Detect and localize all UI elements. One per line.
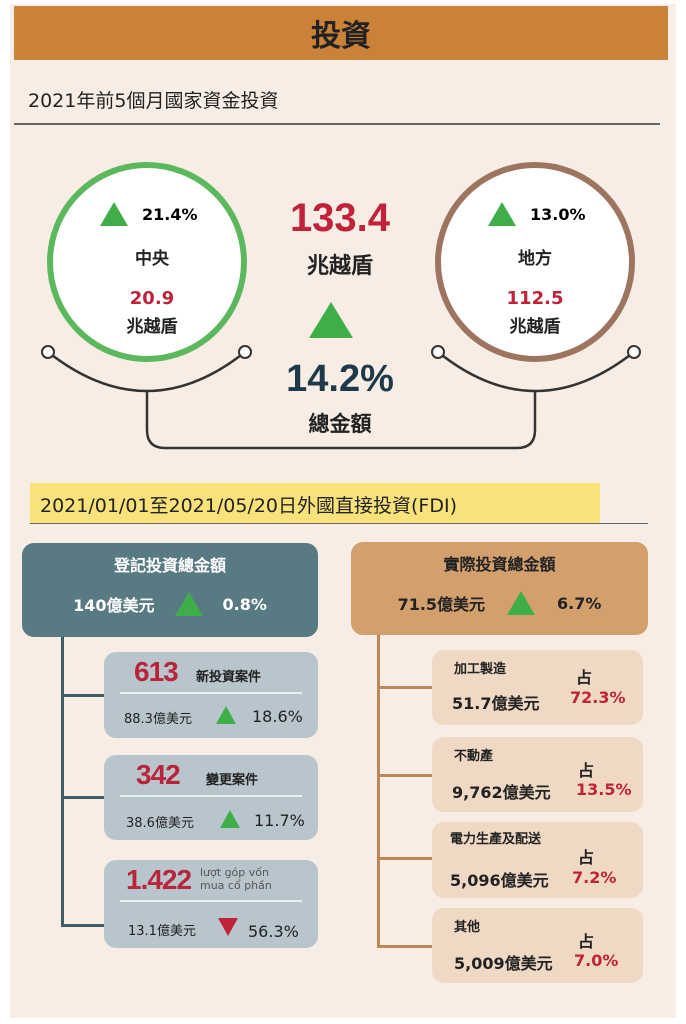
local-value: 112.5 (506, 288, 564, 309)
tree-branch (377, 857, 433, 860)
registered-amount: 140億美元 (73, 596, 155, 615)
registered-label: 登記投資總金額 (113, 556, 226, 575)
tree-line (61, 636, 64, 926)
sector-label: 電力生產及配送 (450, 832, 542, 847)
sector-share: 7.0% (574, 951, 619, 970)
sector-amount: 5,096億美元 (450, 871, 549, 890)
item-amount: 38.6億美元 (126, 816, 194, 831)
central-ring (47, 162, 247, 362)
actual-label: 實際投資總金額 (443, 555, 556, 574)
actual-amount: 71.5億美元 (397, 595, 486, 614)
tree-line (377, 634, 380, 947)
section-subtitle: 2021年前5個月國家資金投資 (28, 90, 279, 112)
bottom-connector (145, 392, 537, 450)
registered-item-card: 342 變更案件 38.6億美元 11.7% (104, 755, 318, 840)
sector-label: 加工製造 (454, 662, 507, 677)
item-count: 342 (136, 759, 181, 790)
total-value: 133.4 (289, 196, 391, 240)
up-arrow-icon (220, 810, 240, 828)
up-arrow-icon (100, 202, 128, 226)
total-label: 總金額 (308, 412, 372, 436)
local-label: 地方 (518, 249, 552, 269)
item-change: 18.6% (252, 707, 303, 726)
local-ring (435, 162, 635, 362)
actual-total-card: 實際投資總金額 71.5億美元 6.7% (351, 542, 648, 635)
sector-share: 7.2% (572, 868, 617, 887)
page-title: 投資 (14, 6, 668, 60)
registered-item-card: 1.422 lượt góp vốn mua cổ phần 13.1億美元 5… (104, 860, 318, 948)
local-arc (437, 351, 635, 393)
sector-card: 電力生產及配送 5,096億美元 占 7.2% (432, 822, 643, 898)
tree-branch (61, 796, 105, 799)
sector-card: 不動產 9,762億美元 占 13.5% (432, 737, 643, 812)
up-arrow-icon (174, 592, 203, 616)
central-change: 21.4% (100, 202, 198, 226)
item-label: lượt góp vốn mua cổ phần (200, 866, 272, 892)
tree-branch (377, 686, 433, 689)
central-unit: 兆越盾 (126, 317, 178, 337)
tree-branch (377, 945, 433, 948)
up-arrow-icon (309, 302, 353, 338)
local-unit: 兆越盾 (509, 317, 561, 337)
share-label: 占 (578, 932, 595, 951)
item-label: 新投資案件 (196, 670, 262, 685)
tree-branch (377, 774, 433, 777)
item-amount: 13.1億美元 (128, 924, 196, 939)
sector-amount: 9,762億美元 (452, 783, 551, 802)
item-count: 613 (134, 656, 179, 687)
sector-label: 其他 (454, 920, 481, 935)
down-arrow-icon (218, 918, 238, 936)
sector-card: 加工製造 51.7億美元 占 72.3% (432, 650, 643, 725)
item-label: 變更案件 (206, 773, 259, 788)
tree-branch (61, 924, 105, 927)
total-unit: 兆越盾 (306, 254, 373, 279)
divider (30, 523, 648, 524)
item-amount: 88.3億美元 (124, 712, 192, 727)
registered-change: 0.8% (222, 594, 267, 614)
registered-item-card: 613 新投資案件 88.3億美元 18.6% (104, 652, 318, 738)
item-count: 1.422 (126, 864, 192, 895)
sector-amount: 5,009億美元 (454, 954, 553, 973)
central-value: 20.9 (129, 288, 175, 309)
divider (14, 123, 660, 125)
sector-share: 72.3% (570, 688, 626, 707)
sector-card: 其他 5,009億美元 占 7.0% (432, 908, 643, 983)
item-change: 56.3% (248, 922, 299, 941)
share-label: 占 (578, 848, 595, 867)
central-label: 中央 (135, 249, 169, 269)
tree-branch (61, 694, 105, 697)
sector-label: 不動產 (454, 749, 494, 764)
up-arrow-icon (507, 591, 536, 615)
registered-total-card: 登記投資總金額 140億美元 0.8% (22, 543, 318, 637)
sector-amount: 51.7億美元 (452, 694, 540, 713)
central-arc (47, 351, 246, 393)
local-change: 13.0% (488, 202, 586, 226)
total-change: 14.2% (286, 358, 394, 400)
item-change: 11.7% (254, 811, 305, 830)
actual-change: 6.7% (557, 593, 602, 613)
up-arrow-icon (216, 706, 236, 724)
up-arrow-icon (488, 202, 516, 226)
share-label: 占 (578, 761, 595, 780)
share-label: 占 (576, 668, 593, 687)
connector-diagram (41, 162, 641, 450)
sector-share: 13.5% (576, 780, 632, 799)
fdi-heading: 2021/01/01至2021/05/20日外國直接投資(FDI) (30, 483, 600, 523)
